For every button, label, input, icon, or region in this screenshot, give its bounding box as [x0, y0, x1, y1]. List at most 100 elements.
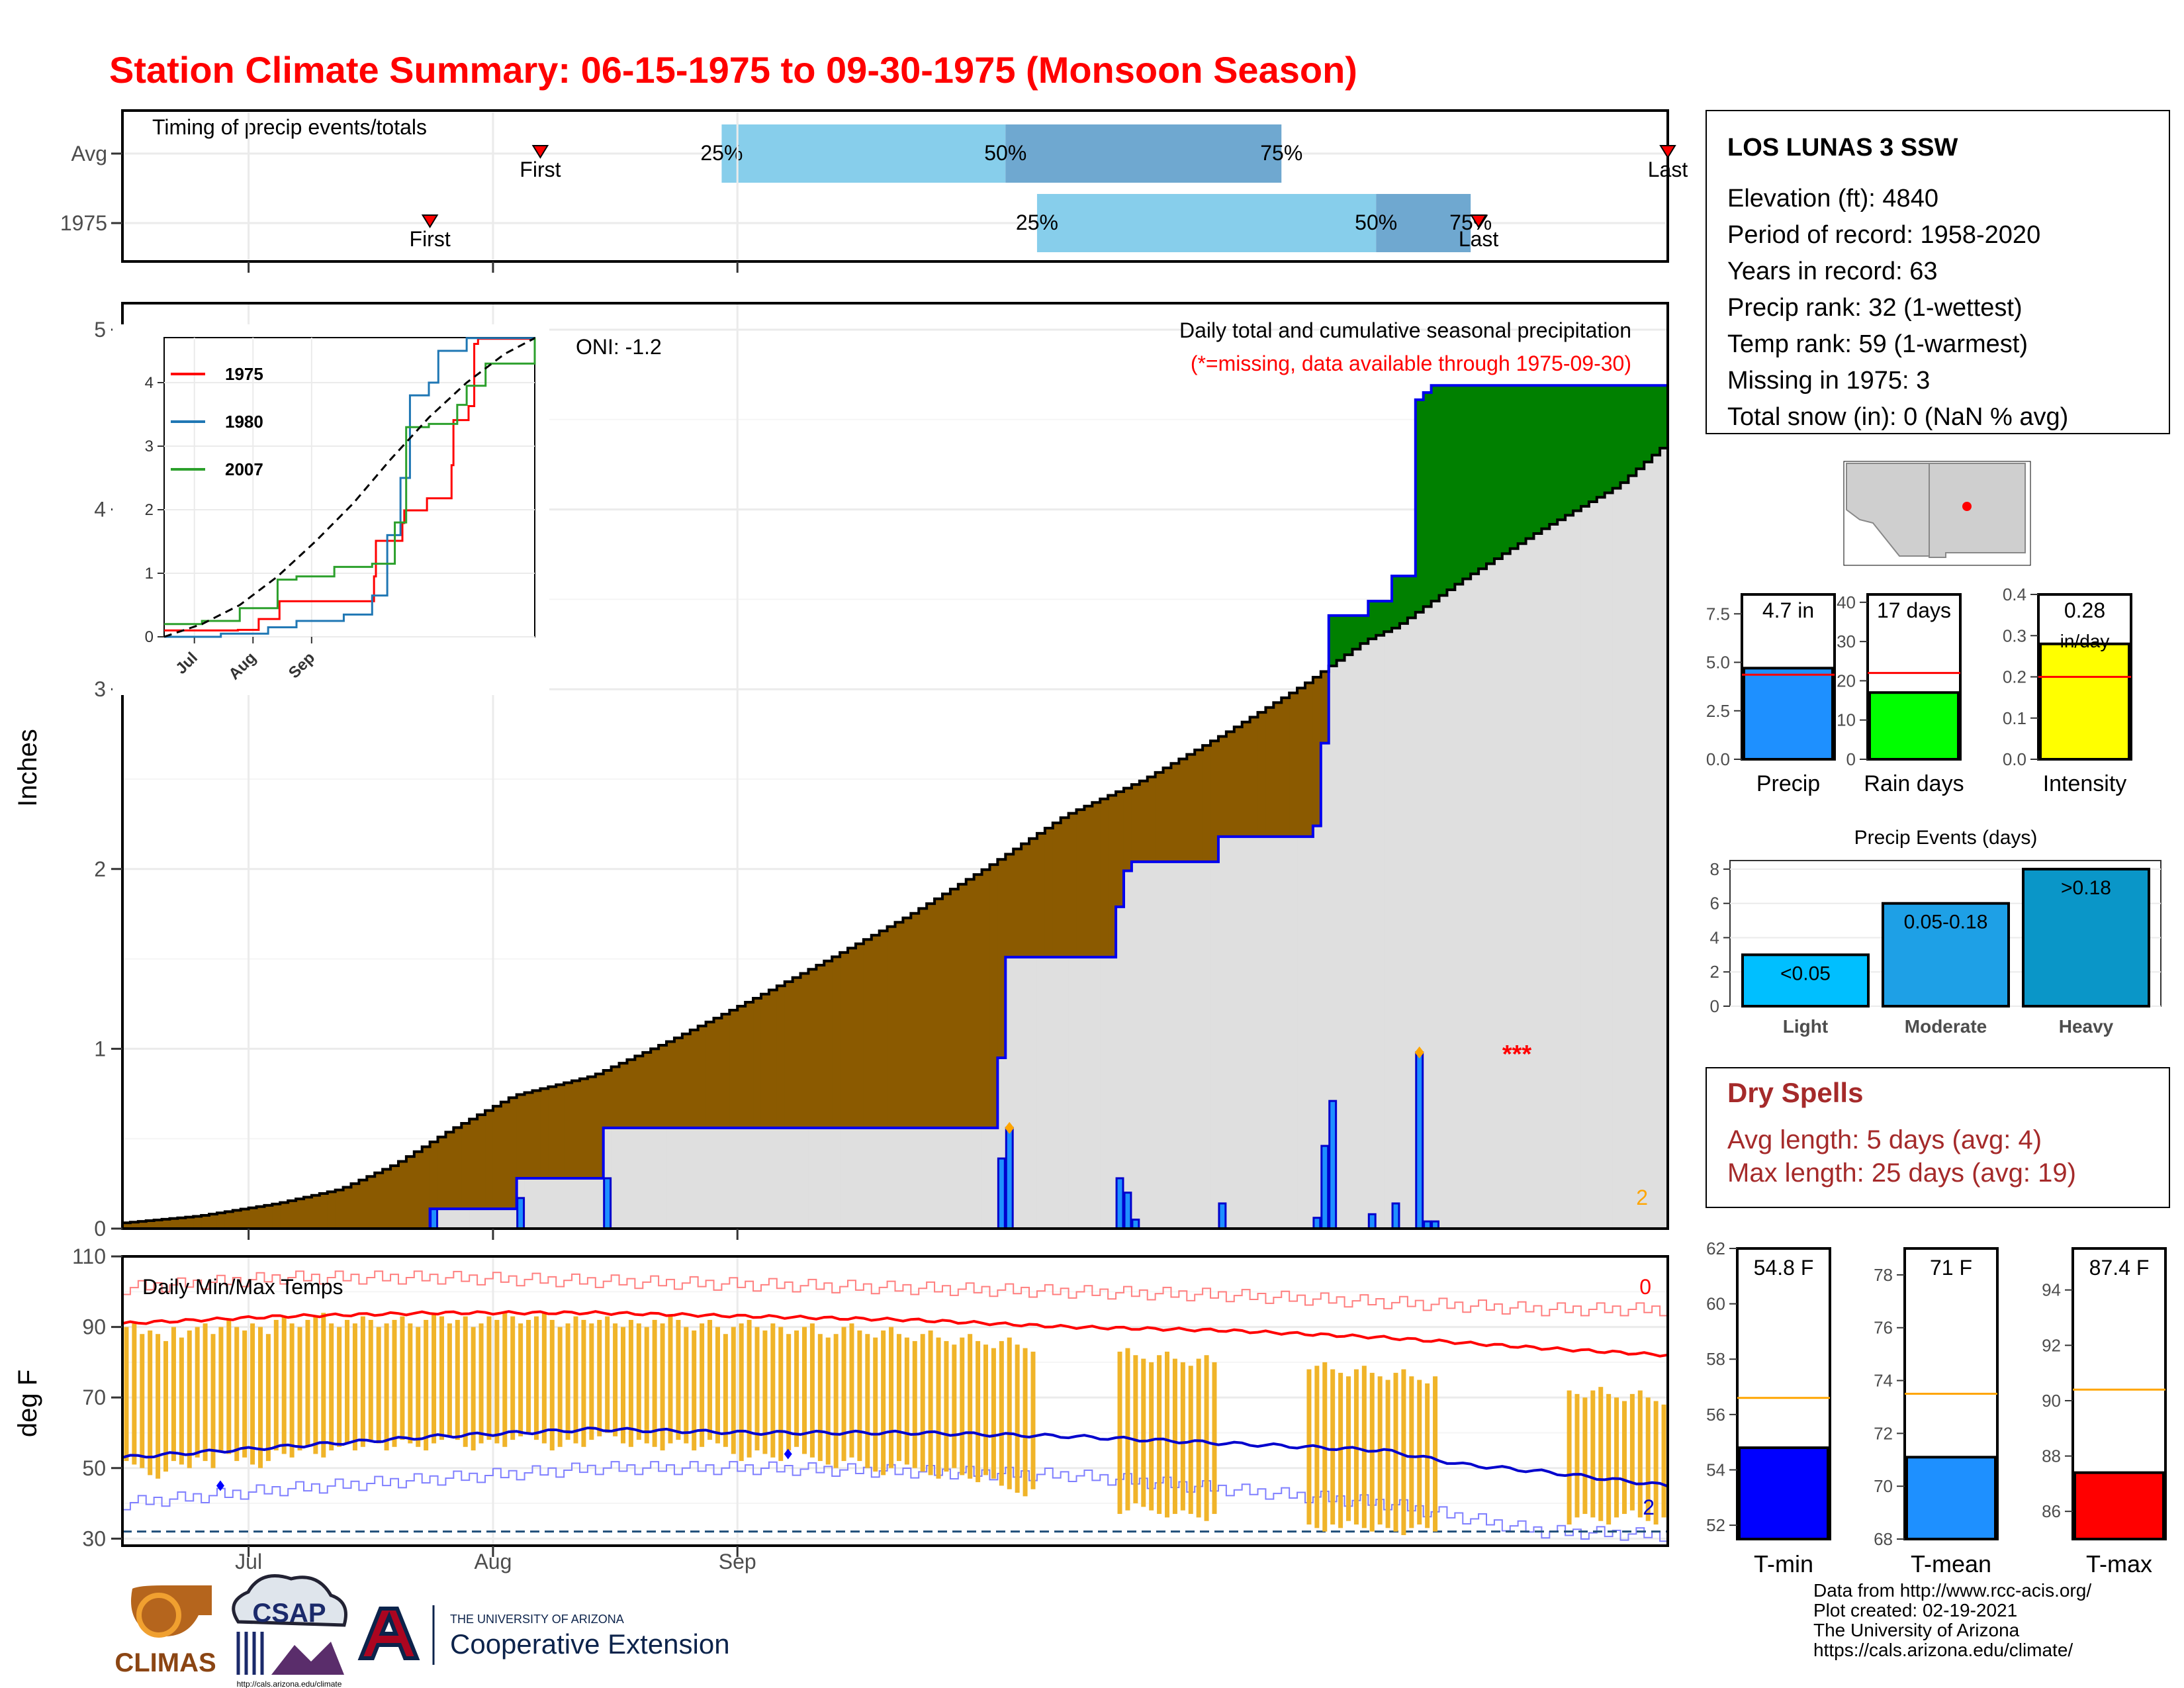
daily-temp-bar — [250, 1323, 255, 1465]
normal-precip-fill — [705, 1127, 715, 1229]
precip-note-1: Daily total and cumulative seasonal prec… — [1179, 318, 1631, 342]
precip-surplus-fill — [1399, 576, 1408, 624]
precip-deficit-fill — [1195, 749, 1203, 862]
temp-ylabel: deg F — [13, 1370, 42, 1437]
precip-surplus-fill — [1384, 601, 1392, 632]
precip-deficit-fill — [792, 977, 801, 1128]
first-event-label: First — [410, 227, 451, 251]
precip-surplus-fill — [1423, 393, 1432, 607]
daily-precip-bar — [1312, 1217, 1322, 1230]
normal-precip-fill — [1052, 957, 1062, 1229]
precip-deficit-fill — [556, 1084, 565, 1178]
precip-deficit-fill — [193, 1216, 202, 1229]
temp-summary-value: 87.4 F — [2089, 1256, 2150, 1280]
tmin-count: 2 — [1643, 1495, 1655, 1519]
normal-precip-fill — [1588, 502, 1598, 1229]
dry-spells-title: Dry Spells — [1727, 1077, 1863, 1108]
normal-precip-fill — [1518, 543, 1527, 1229]
precip-surplus-fill — [1336, 615, 1345, 661]
precip-surplus-fill — [1596, 385, 1606, 498]
normal-precip-fill — [1320, 743, 1330, 1229]
normal-precip-fill — [1604, 492, 1614, 1229]
normal-precip-fill — [643, 1127, 651, 1229]
precip-deficit-fill — [177, 1217, 186, 1229]
logos: CLIMAS CSAP http://cals.arizona.edu/clim… — [114, 1574, 730, 1688]
precip-surplus-fill — [1486, 385, 1495, 564]
precip-deficit-fill — [564, 1082, 572, 1178]
daily-temp-bar — [510, 1316, 516, 1440]
daily-temp-bar — [644, 1327, 649, 1444]
daily-temp-bar — [234, 1327, 240, 1462]
precip-surplus-fill — [1360, 615, 1369, 644]
precip-deficit-fill — [390, 1165, 399, 1229]
precip-deficit-fill — [1226, 731, 1235, 837]
daily-temp-bar — [739, 1323, 744, 1462]
precip-deficit-fill — [492, 1106, 502, 1209]
precip-deficit-fill — [879, 931, 888, 1128]
normal-precip-fill — [1494, 559, 1503, 1229]
precip-surplus-fill — [1392, 576, 1400, 628]
normal-precip-fill — [1250, 836, 1259, 1229]
daily-temp-bar — [203, 1323, 208, 1462]
daily-temp-bar — [1598, 1387, 1604, 1521]
precip-deficit-fill — [816, 964, 825, 1128]
first-event-marker — [531, 145, 549, 159]
daily-temp-bar — [700, 1323, 705, 1447]
daily-temp-bar — [692, 1330, 697, 1451]
summary-panel-ytick-label: 0.4 — [2003, 585, 2026, 604]
credit-line-1: Data from http://www.rcc-acis.org/ — [1813, 1580, 2092, 1601]
timing-25-50-bar — [721, 124, 1006, 183]
daily-temp-bar — [747, 1319, 752, 1458]
daily-temp-bar — [731, 1327, 736, 1454]
precip-deficit-fill — [1052, 823, 1062, 957]
temp-summary-label: T-min — [1754, 1550, 1813, 1577]
normal-precip-fill — [1163, 861, 1172, 1229]
normal-precip-fill — [776, 1127, 786, 1229]
precip-deficit-fill — [304, 1197, 312, 1229]
daily-precip-marker — [1005, 1121, 1015, 1134]
precip-deficit-fill — [367, 1176, 375, 1229]
daily-temp-bar — [124, 1327, 129, 1462]
precip-ytick-label: 3 — [94, 677, 106, 701]
normal-precip-fill — [927, 1127, 935, 1229]
daily-temp-bar — [281, 1316, 287, 1454]
daily-temp-bar — [1590, 1390, 1596, 1518]
precip-deficit-fill — [1029, 838, 1038, 957]
normal-precip-fill — [1344, 655, 1353, 1229]
precip-deficit-fill — [240, 1209, 250, 1229]
precip-deficit-fill — [532, 1090, 541, 1178]
normal-precip-fill — [1479, 569, 1487, 1229]
precip-surplus-fill — [1502, 385, 1511, 554]
daily-temp-bar — [273, 1319, 279, 1451]
timing-p25-label: 25% — [700, 141, 743, 165]
precip-deficit-fill — [1100, 798, 1109, 957]
daily-temp-bar — [754, 1327, 760, 1451]
daily-temp-bar — [952, 1344, 957, 1468]
precip-deficit-fill — [659, 1045, 667, 1128]
daily-temp-bar — [163, 1340, 169, 1472]
precip-deficit-fill — [903, 917, 911, 1128]
page-title: Station Climate Summary: 06-15-1975 to 0… — [109, 49, 1357, 91]
normal-precip-fill — [1392, 628, 1400, 1229]
precip-deficit-fill — [997, 859, 1006, 1058]
last-event-label: Last — [1648, 158, 1688, 181]
normal-precip-fill — [1463, 579, 1471, 1229]
daily-temp-bar — [1661, 1404, 1666, 1518]
ua-small-text: THE UNIVERSITY OF ARIZONA — [450, 1613, 624, 1626]
precip-deficit-fill — [768, 990, 778, 1128]
precip-deficit-fill — [887, 926, 896, 1128]
daily-precip-bar — [1115, 1177, 1124, 1230]
temp-summary-ytick-label: 92 — [2042, 1335, 2061, 1355]
daily-precip-bar — [1391, 1202, 1400, 1230]
daily-precip-bar — [1123, 1192, 1132, 1230]
normal-precip-fill — [1360, 643, 1369, 1229]
precip-deficit-fill — [1076, 810, 1085, 957]
normal-precip-fill — [1407, 618, 1416, 1229]
daily-temp-bar — [502, 1313, 508, 1447]
daily-temp-bar — [210, 1334, 216, 1468]
event-bar-label: 0.05-0.18 — [1904, 912, 1988, 933]
daily-temp-bar — [770, 1323, 776, 1458]
normal-precip-fill — [950, 1127, 959, 1229]
normal-precip-fill — [848, 1127, 856, 1229]
